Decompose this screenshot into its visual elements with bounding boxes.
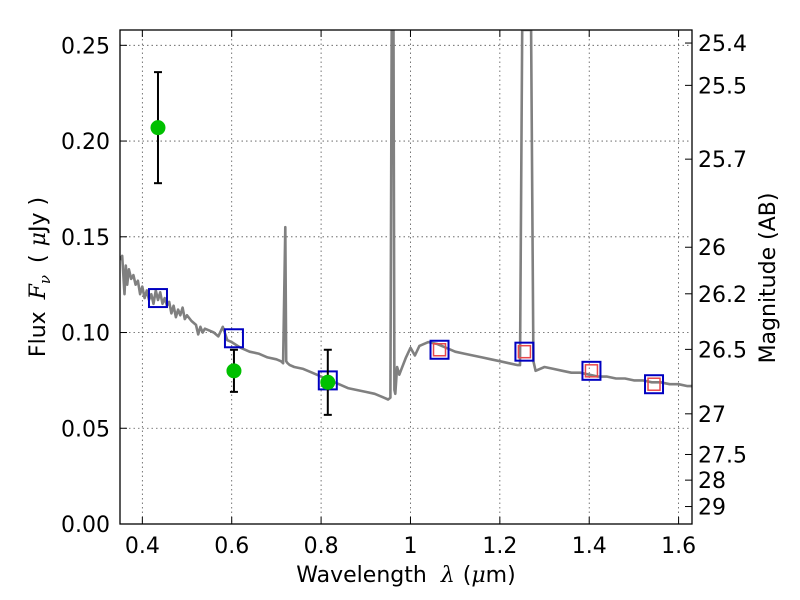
- plot-area: [119, 29, 693, 525]
- y-tick-label: 0.15: [61, 226, 110, 251]
- synthetic-flux-marker: [644, 374, 665, 395]
- y-tick-label: 0.05: [61, 417, 110, 442]
- x-tick-label: 1.2: [482, 534, 517, 559]
- observed-flux-point: [150, 120, 166, 136]
- plot-background: [120, 30, 692, 524]
- y2-tick-label: 29: [698, 496, 726, 521]
- y2-tick-label: 27.5: [698, 443, 747, 468]
- synthetic-flux-marker: [429, 339, 450, 360]
- ticks: [120, 30, 692, 525]
- synthetic-flux-marker: [581, 360, 602, 381]
- y2-tick-label: 26.2: [698, 283, 747, 308]
- grid-lines: [120, 30, 692, 524]
- y-tick-labels: 0.00 0.05 0.10 0.15 0.20 0.25: [61, 34, 110, 538]
- y2-tick-label: 25.4: [698, 32, 747, 57]
- y-axis-label: FluxFν(μJy ): [26, 197, 54, 357]
- y2-tick-label: 26: [698, 236, 726, 261]
- model-flux-marker: [584, 364, 599, 378]
- x-tick-label: 1: [403, 534, 417, 559]
- synthetic-flux-marker: [514, 341, 535, 362]
- y2-tick-label: 27: [698, 403, 726, 428]
- y2-axis-label: Magnitude (AB): [756, 193, 781, 364]
- x-tick-label: 1.4: [572, 534, 607, 559]
- y2-tick-label: 28: [698, 469, 726, 494]
- x-axis-label: Wavelength λ (μm): [296, 563, 515, 588]
- observed-flux-point: [320, 374, 336, 390]
- y-tick-label: 0.00: [61, 513, 110, 538]
- y-tick-label: 0.20: [61, 130, 110, 155]
- synthetic-flux-marker: [147, 288, 168, 309]
- x-tick-labels: 0.4 0.6 0.8 1 1.2 1.4 1.6: [125, 534, 696, 559]
- model-flux-marker: [432, 343, 447, 357]
- plot-frame: [119, 29, 693, 525]
- x-tick-label: 0.6: [214, 534, 249, 559]
- model-flux-marker: [647, 377, 661, 391]
- synthetic-flux-marker: [223, 328, 244, 349]
- x-tick-label: 1.6: [661, 534, 696, 559]
- y2-tick-label: 25.5: [698, 74, 747, 99]
- model-flux-marker: [517, 344, 532, 359]
- y-tick-label: 0.10: [61, 322, 110, 347]
- x-tick-label: 0.8: [304, 534, 339, 559]
- marker-layer: [147, 71, 665, 416]
- y-tick-label: 0.25: [61, 34, 110, 59]
- observed-flux-point: [226, 363, 242, 379]
- y2-tick-label: 26.5: [698, 338, 747, 363]
- x-tick-label: 0.4: [125, 534, 160, 559]
- y2-tick-label: 25.7: [698, 148, 747, 173]
